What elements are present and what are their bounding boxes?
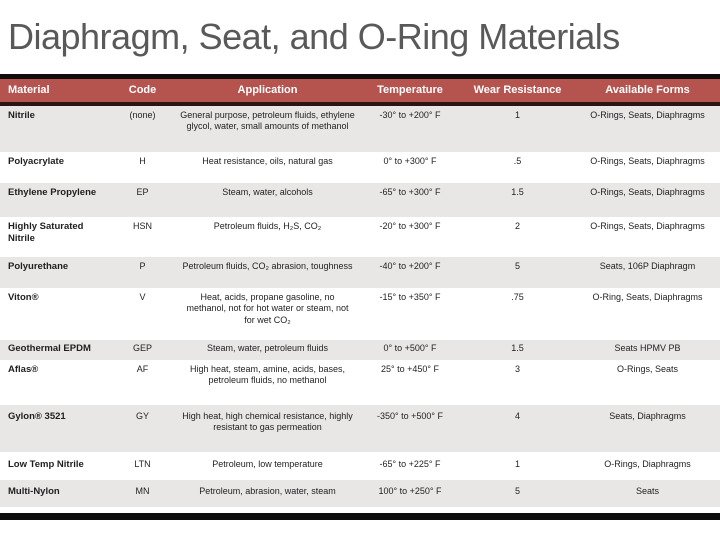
table-row: Viton® V Heat, acids, propane gasoline, no… [0, 287, 720, 340]
cell-application: Petroleum fluids, H₂S, CO₂ [213, 220, 322, 231]
table-row: Nitrile (none) General purpose, petroleum … [0, 103, 720, 152]
cell-material: Low Temp Nitrile [8, 458, 84, 470]
table-row: Aflas® AF High heat, steam, amine, acids, … [0, 359, 720, 405]
cell-temperature: -20° to +300° F [379, 220, 441, 231]
cell-code: AF [136, 363, 149, 374]
cell-available-forms: Seats HPMV PB [614, 342, 681, 353]
cell-temperature: 100° to +250° F [378, 485, 442, 496]
cell-material: Geothermal EPDM [8, 342, 91, 354]
materials-table-body: Nitrile (none) General purpose, petroleum … [0, 103, 720, 507]
cell-code: GY [135, 410, 149, 421]
cell-wear-resistance: 4 [514, 410, 520, 421]
table-row: Gylon® 3521 GY High heat, high chemical re… [0, 404, 720, 452]
cell-available-forms: O-Rings, Seats, Diaphragms [590, 109, 705, 120]
cell-available-forms: Seats, 106P Diaphragm [599, 260, 696, 271]
cell-code: MN [135, 485, 150, 496]
cell-material: Gylon® 3521 [8, 410, 66, 422]
cell-wear-resistance: 1.5 [511, 342, 524, 353]
bottom-rule [0, 513, 720, 520]
cell-wear-resistance: 1 [514, 458, 520, 469]
cell-wear-resistance: 2 [514, 220, 520, 231]
cell-material: Ethylene Propylene [8, 186, 97, 198]
cell-temperature: -65° to +300° F [379, 186, 441, 197]
cell-wear-resistance: 1.5 [511, 186, 524, 197]
cell-code: EP [136, 186, 149, 197]
cell-available-forms: Seats [635, 485, 659, 496]
table-row: Highly Saturated Nitrile HSN Petroleum flu… [0, 216, 720, 257]
cell-code: HSN [132, 220, 152, 231]
cell-temperature: 25° to +450° F [381, 363, 439, 374]
cell-material: Polyacrylate [8, 155, 64, 167]
materials-table-header: Material Code Application Temperature Wear R… [0, 76, 720, 104]
header-row: Material Code Application Temperature Wear R… [0, 76, 720, 104]
table-row: Multi-Nylon MN Petroleum, abrasion, water,… [0, 479, 720, 507]
column-header-temperature: Temperature [377, 84, 443, 97]
cell-available-forms: O-Ring, Seats, Diaphragms [592, 291, 703, 302]
cell-temperature: -65° to +225° F [379, 458, 441, 469]
table-row: Polyurethane P Petroleum fluids, CO₂ abras… [0, 256, 720, 288]
table-row: Geothermal EPDM GEP Steam, water, petroleu… [0, 339, 720, 360]
cell-application: Petroleum, low temperature [212, 458, 323, 469]
cell-code: GEP [132, 342, 152, 353]
page-title: Diaphragm, Seat, and O-Ring Materials [8, 16, 620, 57]
column-header-available-forms: Available Forms [605, 84, 690, 97]
cell-application: High heat, high chemical resistance, hig… [182, 410, 353, 433]
cell-material: Viton® [8, 291, 39, 303]
materials-table: Material Code Application Temperature Wear R… [0, 74, 720, 507]
cell-wear-resistance: .5 [513, 155, 522, 166]
cell-application: General purpose, petroleum fluids, ethyl… [180, 109, 355, 132]
cell-temperature: 0° to +300° F [383, 155, 437, 166]
column-header-material: Material [8, 84, 50, 97]
cell-code: (none) [129, 109, 156, 120]
cell-wear-resistance: 5 [514, 485, 520, 496]
cell-code: H [139, 155, 146, 166]
cell-wear-resistance: .75 [511, 291, 524, 302]
cell-material: Multi-Nylon [8, 485, 60, 497]
table-row: Low Temp Nitrile LTN Petroleum, low temper… [0, 451, 720, 480]
cell-wear-resistance: 1 [514, 109, 520, 120]
cell-code: LTN [134, 458, 151, 469]
cell-available-forms: O-Rings, Seats [616, 363, 679, 374]
cell-application: Petroleum, abrasion, water, steam [199, 485, 336, 496]
cell-temperature: -40° to +200° F [379, 260, 441, 271]
cell-code: V [139, 291, 146, 302]
table-row: Ethylene Propylene EP Steam, water, alcoho… [0, 182, 720, 217]
cell-application: Steam, water, alcohols [222, 186, 313, 197]
cell-temperature: -15° to +350° F [379, 291, 441, 302]
cell-application: Heat, acids, propane gasoline, no methan… [186, 291, 349, 325]
cell-application: Heat resistance, oils, natural gas [202, 155, 333, 166]
cell-material: Aflas® [8, 363, 39, 375]
cell-available-forms: O-Rings, Seats, Diaphragms [590, 186, 705, 197]
cell-available-forms: O-Rings, Diaphragms [604, 458, 691, 469]
cell-application: Steam, water, petroleum fluids [206, 342, 329, 353]
column-header-wear-resistance: Wear Resistance [473, 84, 562, 97]
column-header-code: Code [128, 84, 157, 97]
cell-application: High heat, steam, amine, acids, bases, p… [189, 363, 346, 386]
cell-temperature: -30° to +200° F [379, 109, 441, 120]
cell-material: Polyurethane [8, 260, 69, 272]
cell-available-forms: O-Rings, Seats, Diaphragms [590, 155, 705, 166]
table-row: Polyacrylate H Heat resistance, oils, natu… [0, 151, 720, 183]
column-header-application: Application [237, 84, 298, 97]
cell-temperature: -350° to +500° F [377, 410, 443, 421]
cell-available-forms: Seats, Diaphragms [609, 410, 686, 421]
cell-wear-resistance: 5 [514, 260, 520, 271]
cell-material: Highly Saturated Nitrile [8, 220, 84, 244]
cell-material: Nitrile [8, 109, 35, 121]
cell-application: Petroleum fluids, CO₂ abrasion, toughnes… [182, 260, 353, 271]
cell-wear-resistance: 3 [514, 363, 520, 374]
cell-temperature: 0° to +500° F [383, 342, 437, 353]
cell-code: P [139, 260, 146, 271]
cell-available-forms: O-Rings, Seats, Diaphragms [590, 220, 705, 231]
